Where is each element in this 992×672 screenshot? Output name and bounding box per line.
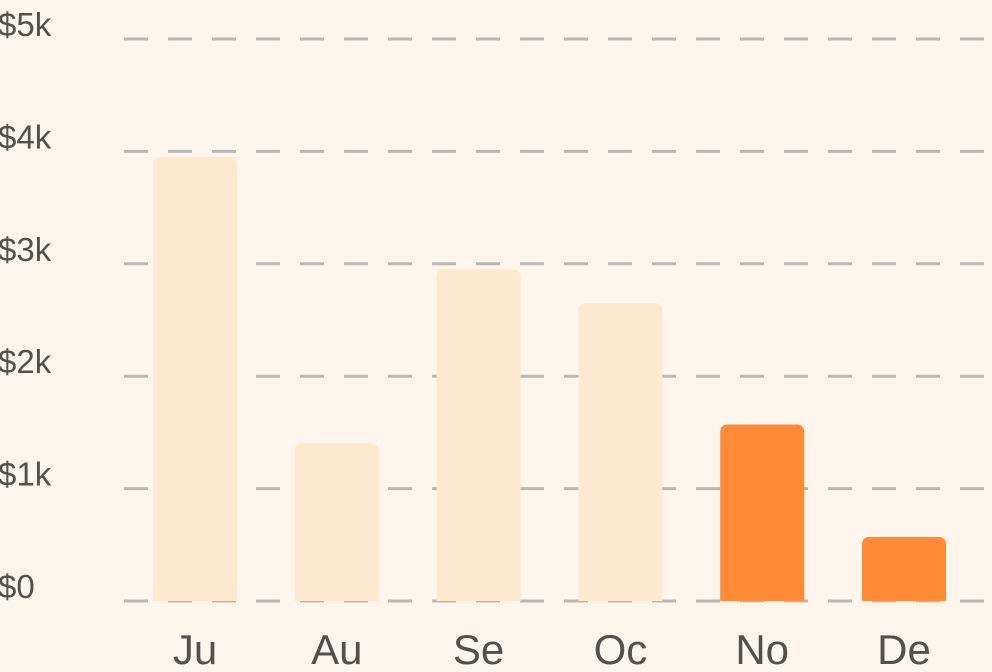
- y-tick-label: $2k: [0, 343, 52, 380]
- y-tick-label: $3k: [0, 231, 52, 268]
- bars: [153, 157, 946, 601]
- x-axis-ticks: Ju Au Se Oc No De: [173, 626, 931, 672]
- bar-ju: [153, 157, 237, 601]
- x-tick-label: No: [735, 626, 789, 672]
- bar-oc: [578, 303, 663, 601]
- bar-se: [436, 269, 521, 601]
- y-tick-label: $1k: [0, 456, 52, 493]
- y-axis-ticks: $0 $1k $2k $3k $4k $5k: [0, 6, 52, 605]
- bar-de: [862, 536, 946, 601]
- y-tick-label: $5k: [0, 6, 52, 43]
- grid-layer: [124, 37, 992, 603]
- x-tick-label: Au: [311, 626, 362, 672]
- bar-no: [720, 424, 805, 601]
- y-tick-label: $4k: [0, 118, 52, 155]
- x-tick-label: Oc: [594, 626, 648, 672]
- x-tick-label: Ju: [173, 626, 217, 672]
- x-tick-label: Se: [453, 626, 504, 672]
- bar-au: [294, 443, 379, 601]
- y-tick-label: $0: [0, 568, 35, 605]
- x-tick-label: De: [877, 626, 931, 672]
